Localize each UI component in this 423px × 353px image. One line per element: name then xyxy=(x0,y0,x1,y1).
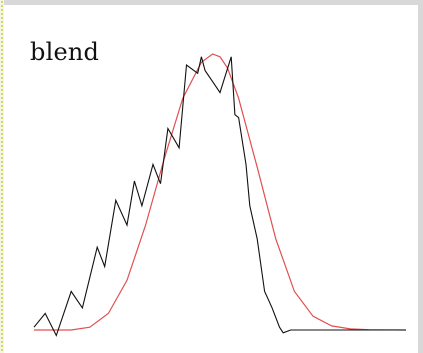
right-border xyxy=(418,0,423,353)
series-line-fit xyxy=(34,53,407,331)
top-border xyxy=(4,0,423,5)
series-line-data xyxy=(33,56,406,337)
left-border xyxy=(0,0,4,353)
chart-title: blend xyxy=(30,38,100,66)
